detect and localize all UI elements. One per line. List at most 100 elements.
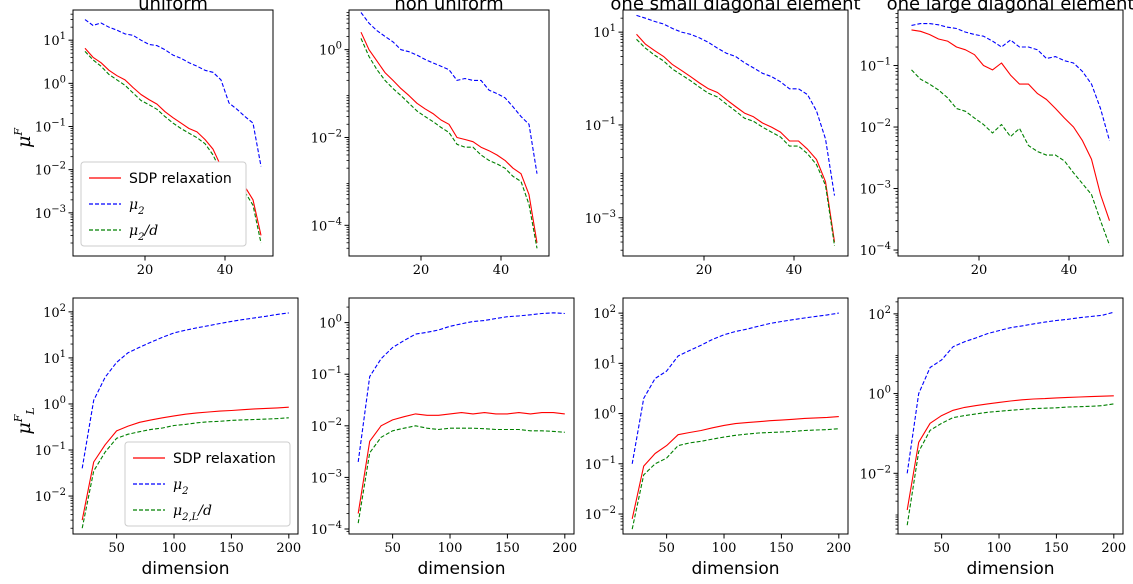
y-tick-label: 10−2 — [311, 128, 342, 146]
y-tick-label: 10−2 — [860, 118, 891, 136]
y-tick-label: 102 — [868, 305, 891, 323]
panel-7: 102 101 100 10−1 10−2 50 100 150 200 dimension — [585, 297, 851, 579]
x-tick-label: 150 — [495, 541, 520, 556]
y-tick-label: 10−1 — [585, 116, 616, 134]
series-line-1 — [631, 416, 839, 520]
series-line-3 — [906, 403, 1114, 526]
y-tick-label: 100 — [43, 395, 66, 413]
axes-frame — [348, 9, 550, 257]
legend-label: μ2 — [173, 477, 188, 497]
axes-frame — [897, 297, 1124, 535]
y-tick-label: 10−2 — [311, 417, 342, 435]
x-tick-label: 20 — [413, 263, 430, 278]
panel-title: one large diagonal element — [887, 0, 1133, 15]
x-tick-label: 200 — [1101, 541, 1126, 556]
x-tick-label: 150 — [1044, 541, 1069, 556]
y-tick-label: 10−1 — [585, 455, 616, 473]
legend-label: SDP relaxation — [129, 171, 232, 187]
y-tick-label: 10−4 — [311, 520, 342, 538]
y-tick-label: 101 — [593, 23, 616, 41]
panel-title: uniform — [138, 0, 208, 15]
x-tick-label: 100 — [712, 541, 737, 556]
x-tick-label: 20 — [696, 263, 713, 278]
y-tick-label: 10−3 — [35, 204, 66, 222]
panel-title: non uniform — [394, 0, 503, 15]
panel-5: 102 101 100 10−1 10−2 50 100 150 200 dimension μFL… — [12, 297, 301, 579]
y-tick-label: 10−3 — [585, 209, 616, 227]
x-tick-label: 20 — [971, 263, 988, 278]
series-line-2 — [636, 14, 836, 196]
y-tick-label: 10−2 — [35, 487, 66, 505]
series-line-1 — [911, 29, 1111, 221]
legend: SDP relaxation μ2 μ2,L/d — [124, 441, 291, 527]
series-line-2 — [84, 19, 262, 167]
legend-label: SDP relaxation — [173, 451, 276, 467]
legend-label: μ2,L/d — [173, 503, 212, 523]
y-tick-label: 101 — [43, 349, 66, 367]
y-tick-label: 10−4 — [860, 241, 891, 259]
x-tick-label: 100 — [987, 541, 1012, 556]
axes-frame — [348, 297, 575, 535]
panel-6: 100 10−1 10−2 10−3 10−4 50 100 150 200 dimension — [311, 297, 577, 579]
x-tick-label: 40 — [217, 263, 234, 278]
x-axis-label: dimension — [417, 559, 505, 579]
series-line-2 — [911, 23, 1111, 141]
y-tick-label: 102 — [43, 303, 66, 321]
x-tick-label: 200 — [276, 541, 301, 556]
y-tick-label: 10−2 — [860, 464, 891, 482]
x-axis-label: dimension — [141, 559, 229, 579]
y-axis-label: μF — [12, 128, 35, 148]
y-tick-label: 10−2 — [585, 505, 616, 523]
y-tick-label: 100 — [43, 74, 66, 92]
axes-frame — [622, 9, 849, 257]
y-tick-label: 10−1 — [311, 365, 342, 383]
y-tick-label: 10−2 — [35, 161, 66, 179]
y-tick-label: 10−1 — [860, 57, 891, 75]
x-tick-label: 100 — [438, 541, 463, 556]
axes-frame — [72, 297, 299, 535]
y-tick-label: 100 — [593, 405, 616, 423]
series-line-3 — [911, 69, 1111, 246]
x-axis-label: dimension — [966, 559, 1054, 579]
series-line-2 — [81, 312, 289, 469]
x-tick-label: 50 — [108, 541, 125, 556]
y-tick-label: 10−3 — [860, 180, 891, 198]
series-line-2 — [357, 312, 565, 462]
panel-2: 100 10−2 10−4 20 40 non uniform — [311, 0, 550, 278]
legend: SDP relaxation μ2 μ2/d — [80, 161, 247, 247]
y-tick-label: 101 — [593, 354, 616, 372]
series-line-2 — [906, 311, 1114, 474]
y-axis-label: μFL — [12, 407, 37, 434]
y-tick-label: 10−3 — [311, 468, 342, 486]
panel-3: 101 10−1 10−3 20 40 one small diagonal elemen… — [585, 0, 861, 278]
panel-1: 101 100 10−1 10−2 10−3 20 40 uniform μF SDP relax… — [12, 0, 274, 278]
legend-box — [124, 441, 291, 527]
y-tick-label: 10−4 — [311, 216, 342, 234]
series-line-3 — [360, 38, 538, 249]
series-line-3 — [357, 425, 565, 524]
x-tick-label: 50 — [933, 541, 950, 556]
y-tick-label: 10−1 — [35, 118, 66, 136]
series-line-1 — [81, 406, 289, 521]
panel-8: 102 100 10−2 50 100 150 200 dimension — [860, 297, 1126, 579]
x-tick-label: 40 — [1061, 263, 1078, 278]
x-tick-label: 200 — [552, 541, 577, 556]
panel-4: 10−1 10−2 10−3 10−4 20 40 one large diagonal e… — [860, 0, 1133, 278]
x-tick-label: 200 — [826, 541, 851, 556]
y-tick-label: 10−1 — [35, 441, 66, 459]
x-tick-label: 40 — [786, 263, 803, 278]
series-line-3 — [631, 428, 839, 530]
series-line-1 — [357, 412, 565, 514]
x-axis-label: dimension — [691, 559, 779, 579]
legend-box — [80, 161, 247, 247]
series-line-1 — [906, 395, 1114, 511]
series-line-2 — [631, 312, 839, 464]
y-tick-label: 100 — [319, 41, 342, 59]
series-line-3 — [81, 417, 289, 529]
series-line-2 — [360, 12, 538, 174]
legend-label: μ2 — [129, 197, 144, 217]
x-tick-label: 50 — [384, 541, 401, 556]
x-tick-label: 50 — [658, 541, 675, 556]
y-tick-label: 100 — [868, 385, 891, 403]
